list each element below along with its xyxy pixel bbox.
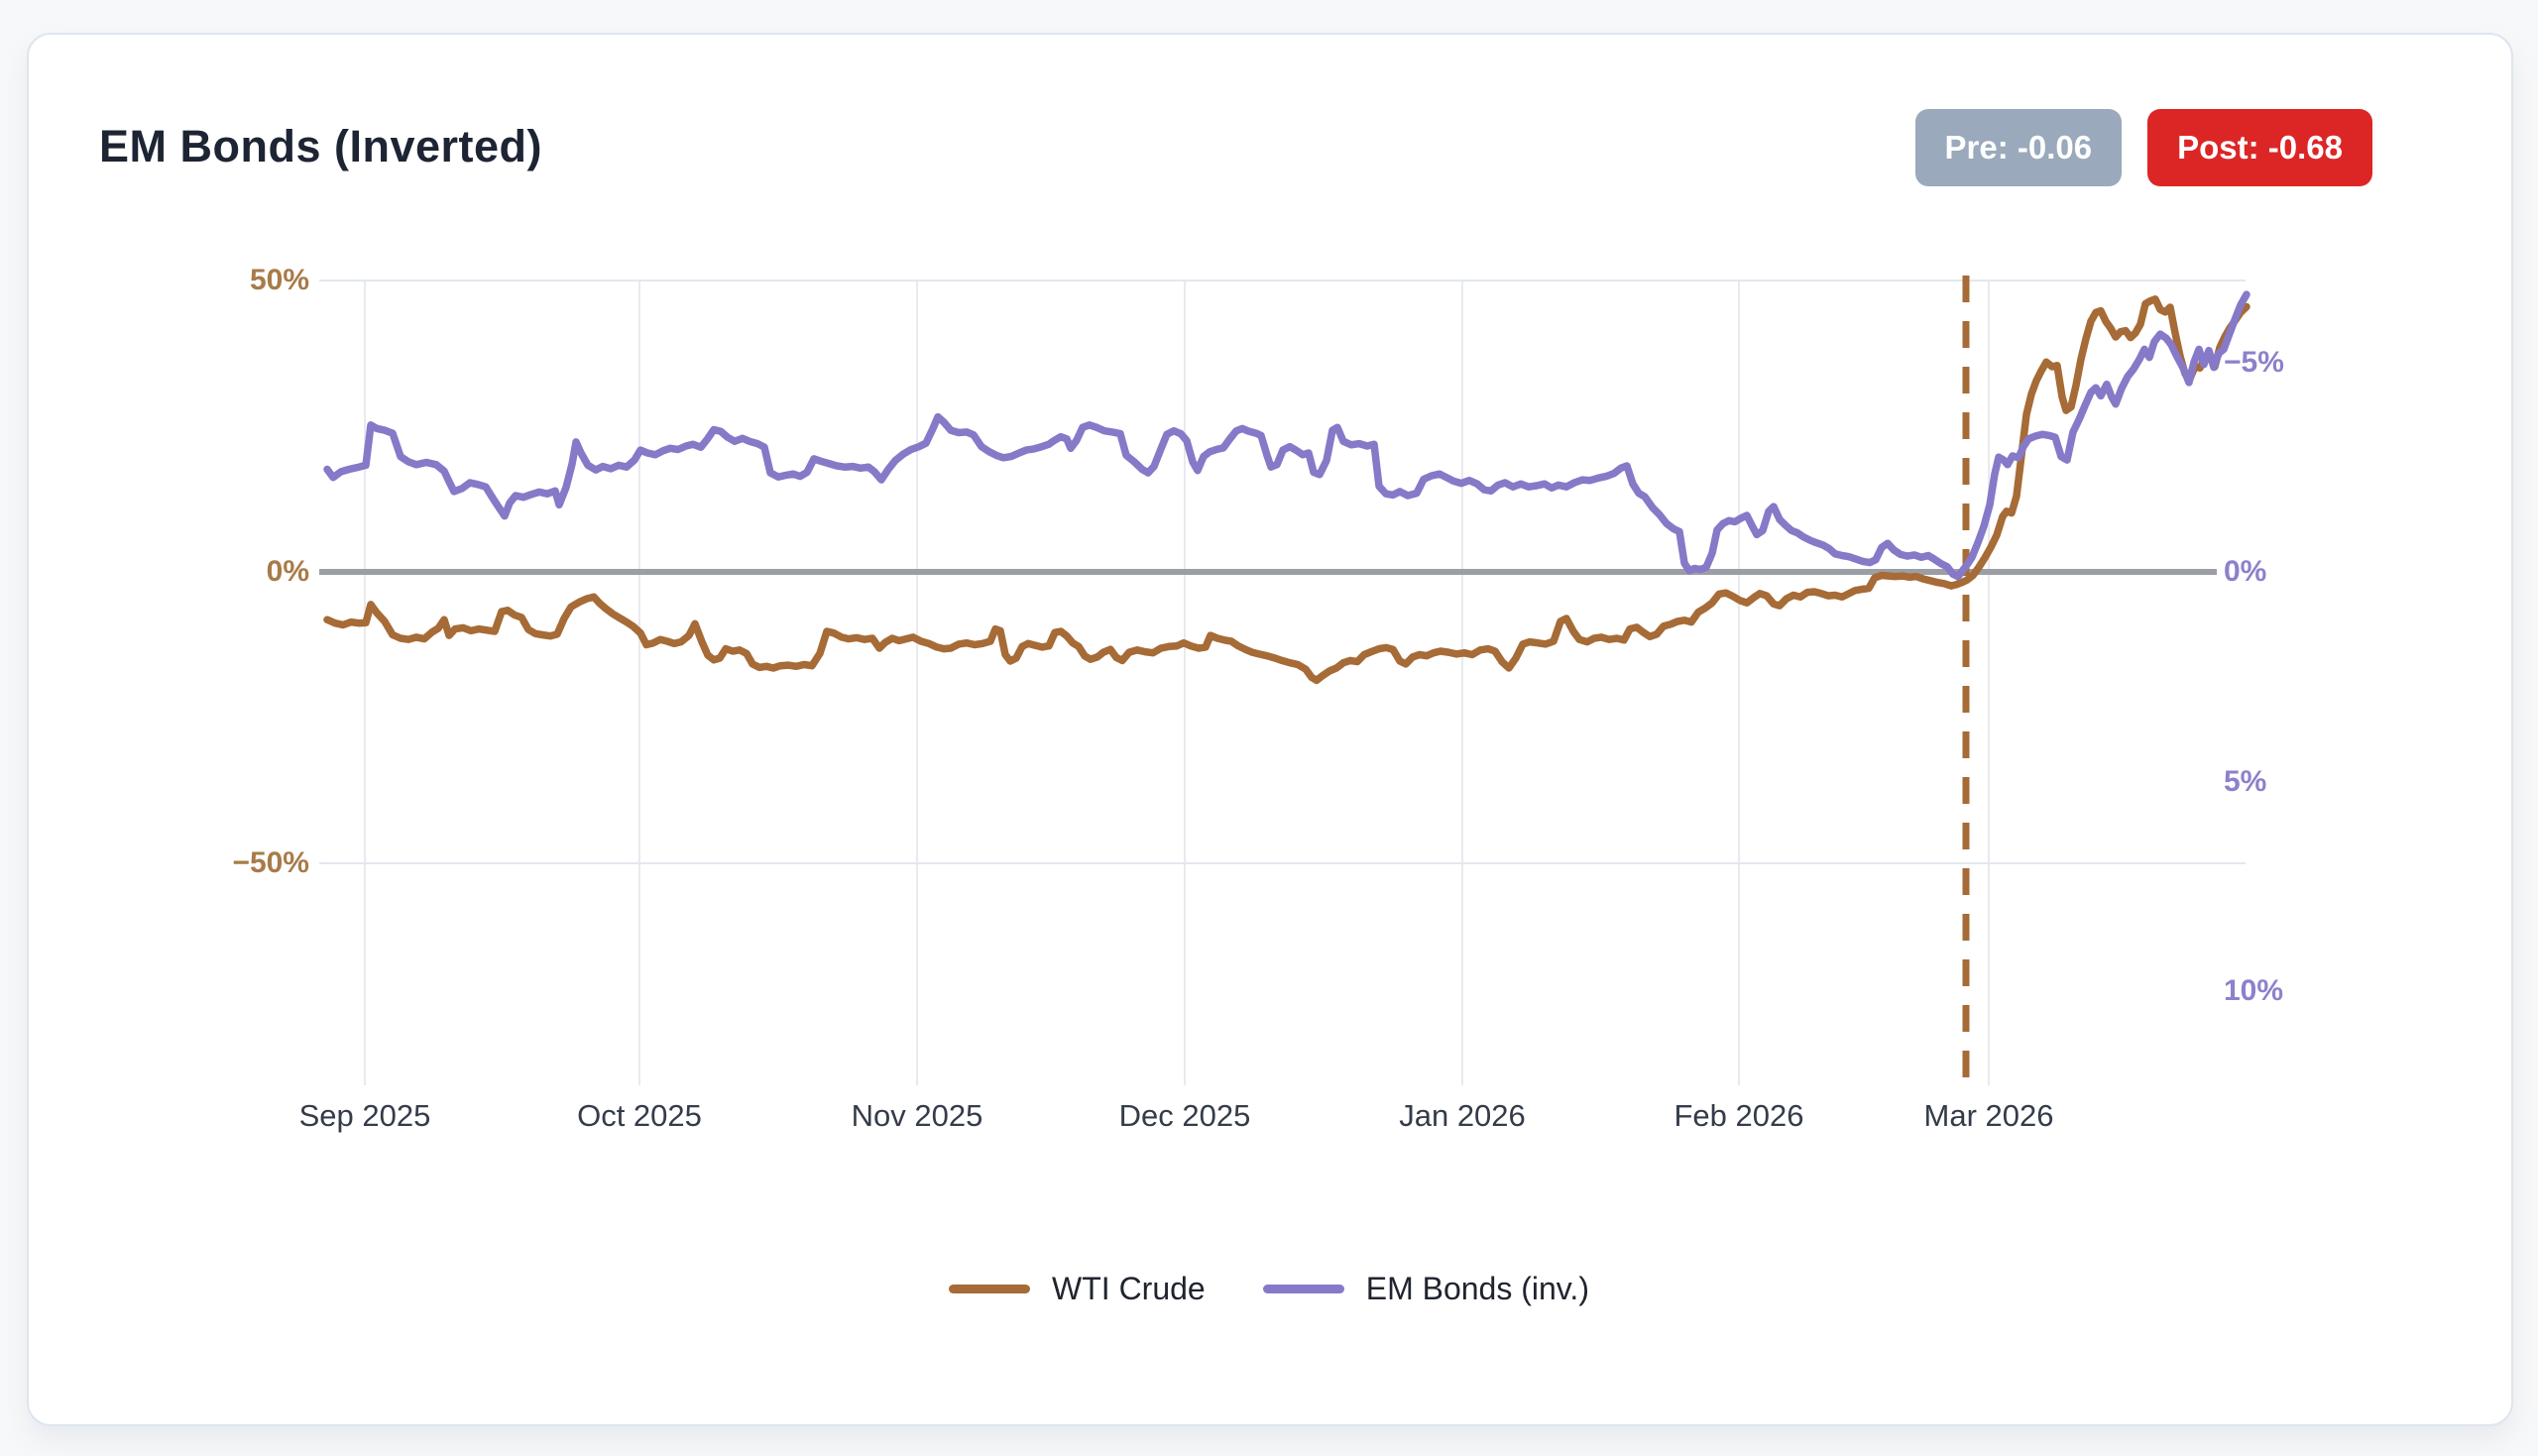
legend-label-wti-crude: WTI Crude bbox=[1052, 1271, 1206, 1306]
series-line-wti-crude bbox=[323, 295, 2250, 685]
correlation-badge-group: Pre: -0.06 Post: -0.68 bbox=[1914, 109, 2372, 187]
legend-item-wti-crude[interactable]: WTI Crude bbox=[949, 1271, 1206, 1307]
chart-legend: WTI Crude EM Bonds (inv.) bbox=[0, 1271, 2538, 1307]
chart-title: EM Bonds (Inverted) bbox=[99, 121, 543, 171]
chart-card bbox=[27, 33, 2513, 1426]
wti-crude-line-swatch-icon bbox=[949, 1285, 1031, 1293]
legend-label-em-bonds: EM Bonds (inv.) bbox=[1365, 1271, 1589, 1306]
post-correlation-badge: Post: -0.68 bbox=[2147, 109, 2372, 187]
em-bonds-line-swatch-icon bbox=[1262, 1285, 1344, 1293]
series-line-em-bonds-inv- bbox=[323, 290, 2250, 581]
legend-item-em-bonds[interactable]: EM Bonds (inv.) bbox=[1262, 1271, 1589, 1307]
pre-correlation-badge: Pre: -0.06 bbox=[1914, 109, 2123, 187]
